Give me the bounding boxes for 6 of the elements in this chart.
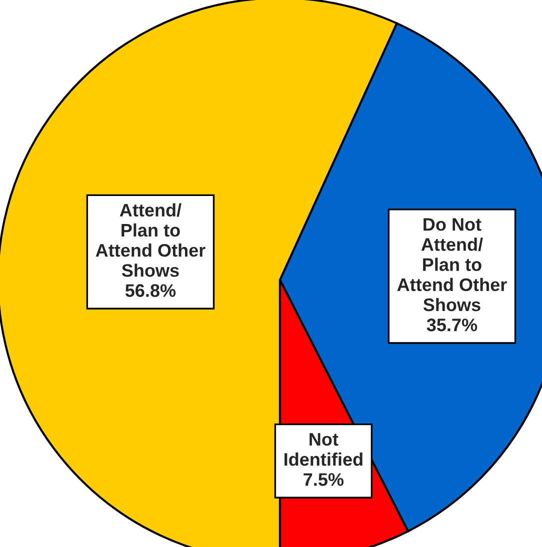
data-label: 56.8%	[125, 284, 176, 297]
data-label: 35.7%	[426, 318, 478, 332]
slice-label: Not Identified	[284, 433, 362, 466]
slice-label: Attend/ Plan to Attend Other Shows	[96, 203, 206, 277]
data-label: 7.5%	[304, 473, 344, 486]
slice-label: Do Not Attend/ Plan to Attend Other Shows	[397, 218, 507, 312]
